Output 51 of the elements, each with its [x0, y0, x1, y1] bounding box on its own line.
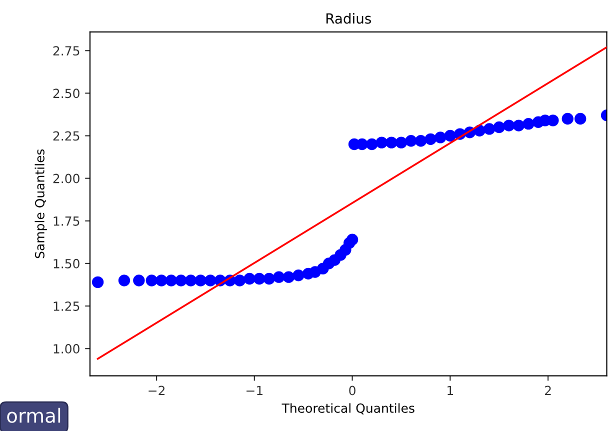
point — [292, 270, 304, 282]
point — [522, 118, 534, 130]
x-tick-label: 0 — [349, 386, 356, 396]
point — [156, 274, 168, 286]
x-tick-label: −2 — [148, 386, 165, 396]
point — [118, 274, 130, 286]
point — [386, 136, 398, 148]
chart-title: Radius — [326, 13, 371, 24]
y-tick-label: 2.50 — [53, 88, 80, 98]
point — [244, 272, 256, 285]
point — [194, 274, 206, 286]
point — [414, 135, 427, 147]
x-tick-label: −1 — [246, 386, 262, 396]
point — [175, 274, 187, 286]
y-tick-label: 2.00 — [53, 174, 80, 184]
point — [562, 112, 574, 125]
x-tick-label: 1 — [448, 386, 453, 396]
point — [395, 136, 408, 148]
point — [483, 123, 496, 135]
point — [165, 274, 178, 286]
point — [512, 120, 525, 132]
point — [146, 274, 158, 286]
point — [273, 271, 285, 283]
point — [133, 274, 145, 286]
point — [503, 120, 515, 132]
point — [346, 234, 358, 246]
point — [263, 272, 275, 285]
y-tick-label: 2.75 — [53, 46, 80, 56]
point — [204, 274, 216, 286]
point — [493, 121, 505, 134]
y-axis-title: Sample Quantiles — [34, 149, 47, 258]
point — [424, 133, 436, 146]
point — [574, 112, 586, 125]
point — [405, 135, 417, 147]
text: ormal — [7, 408, 60, 423]
y-tick-label: 1.75 — [54, 216, 80, 226]
x-axis-title: Theoretical Quantiles — [282, 403, 414, 414]
point — [376, 136, 388, 148]
y-tick-label: 1.00 — [54, 344, 80, 354]
y-tick-label: 1.25 — [54, 301, 80, 311]
y-tick-label: 1.50 — [54, 258, 80, 268]
point — [366, 138, 378, 150]
point — [92, 276, 104, 288]
point — [253, 272, 266, 285]
point — [184, 274, 197, 286]
y-tick-label: 2.25 — [53, 131, 80, 141]
point — [234, 274, 246, 286]
point — [434, 132, 446, 144]
point — [444, 130, 456, 142]
x-tick-label: 2 — [544, 386, 551, 396]
point — [282, 271, 295, 283]
